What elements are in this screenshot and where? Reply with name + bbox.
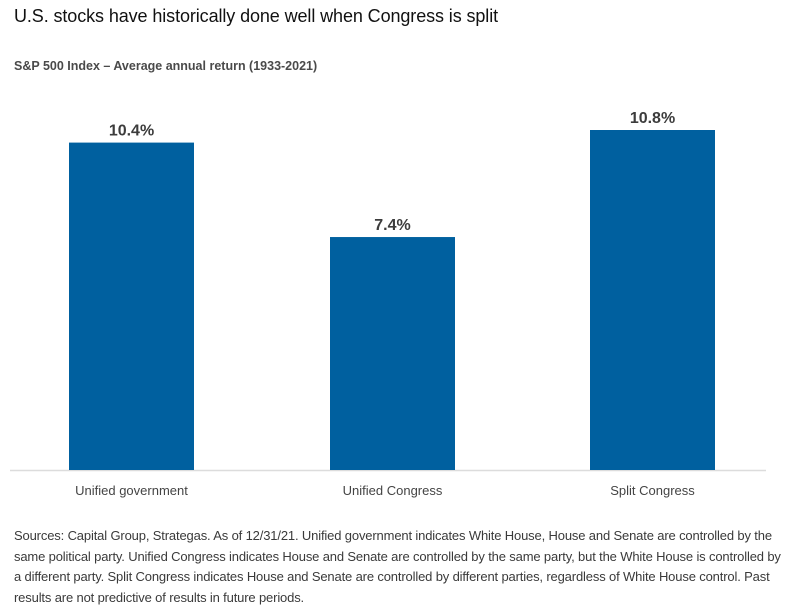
- bar-split-congress: [590, 130, 715, 470]
- bars-group: [69, 130, 715, 470]
- chart-subtitle: S&P 500 Index – Average annual return (1…: [14, 59, 318, 73]
- value-labels-group: 10.4% 7.4% 10.8%: [109, 110, 675, 234]
- category-label-unified-congress: Unified Congress: [343, 483, 443, 498]
- bar-chart: 10.4%7.4%10.8% Unified government Unified…: [10, 110, 766, 498]
- footnote-sources: Sources: Capital Group, Strategas. As of…: [14, 528, 781, 605]
- category-label-split-congress: Split Congress: [610, 483, 695, 498]
- category-labels-group: Unified government Unified Congress Split …: [75, 483, 695, 498]
- value-label-split-congress: 10.8%: [630, 110, 675, 127]
- chart-title: U.S. stocks have historically done well …: [14, 6, 499, 26]
- value-label-unified-congress: 7.4%: [374, 217, 410, 234]
- bar-unified-congress: [330, 237, 455, 470]
- value-label-unified-government: 10.4%: [109, 123, 154, 140]
- bar-unified-government: [69, 142, 194, 470]
- category-label-unified-government: Unified government: [75, 483, 188, 498]
